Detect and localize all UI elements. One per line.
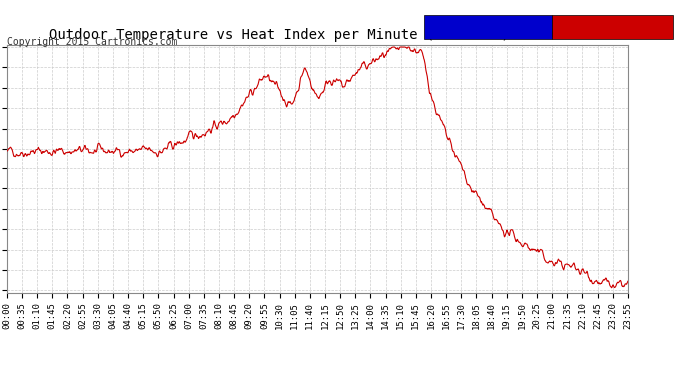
Text: Copyright 2015 Cartronics.com: Copyright 2015 Cartronics.com (7, 37, 177, 47)
Text: Temperature  (°F): Temperature (°F) (553, 21, 653, 31)
Title: Outdoor Temperature vs Heat Index per Minute (24 Hours) 20150819: Outdoor Temperature vs Heat Index per Mi… (50, 28, 585, 42)
Text: Heat Index  (°F): Heat Index (°F) (426, 21, 520, 31)
